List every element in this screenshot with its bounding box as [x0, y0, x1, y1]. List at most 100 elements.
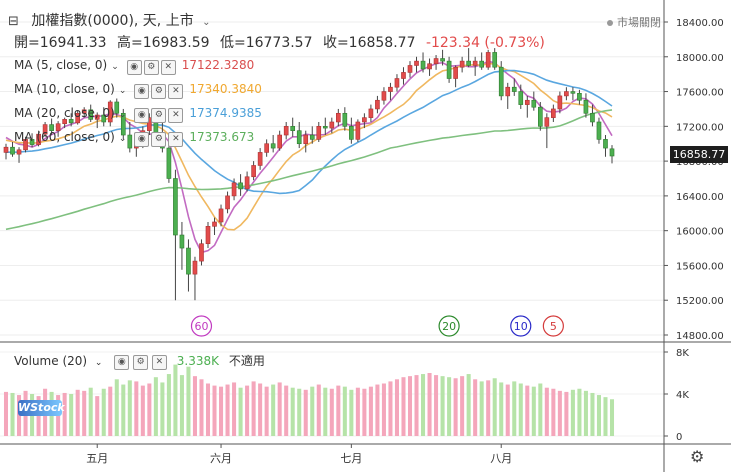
candle-body	[192, 260, 198, 275]
volume-bar	[381, 383, 386, 436]
gear-icon[interactable]: ⚙	[143, 60, 159, 75]
volume-bar	[564, 391, 569, 436]
ma-indicator-label[interactable]: MA (60, close, 0)	[14, 130, 115, 144]
time-tick-label: 八月	[490, 452, 512, 465]
eye-icon[interactable]: ◉	[134, 132, 150, 147]
candle-body	[368, 108, 374, 118]
volume-bar	[284, 385, 289, 436]
volume-bar	[3, 391, 9, 436]
time-tick-label: 五月	[86, 452, 108, 465]
candle-body	[270, 143, 276, 149]
candle-body	[290, 126, 296, 131]
ma-indicator-row[interactable]: MA (60, close, 0) ⌄ ◉ ⚙ ✕ 17373.673	[14, 128, 254, 147]
volume-bar	[153, 377, 158, 436]
candle-body	[349, 126, 354, 140]
volume-bar	[121, 384, 126, 436]
settings-gear-icon[interactable]: ⚙	[690, 447, 705, 466]
close-icon[interactable]: ✕	[168, 84, 184, 99]
candle-body	[173, 178, 178, 236]
price-tick-label: 18400.00	[676, 18, 724, 29]
volume-bar	[297, 388, 302, 436]
candle-body	[453, 66, 458, 79]
volume-bar	[538, 383, 543, 436]
volume-bar	[323, 387, 328, 436]
candle-body	[590, 112, 595, 123]
chevron-down-icon[interactable]: ⌄	[118, 86, 127, 96]
volume-bar	[551, 388, 556, 436]
chart-header[interactable]: ⊟ 加權指數(0000), 天, 上市 ⌄	[8, 10, 211, 30]
ma-indicator-label[interactable]: MA (5, close, 0)	[14, 58, 108, 72]
chevron-down-icon[interactable]: ⌄	[202, 17, 211, 28]
volume-bar	[329, 388, 334, 436]
eye-icon[interactable]: ◉	[114, 355, 130, 370]
candle-body	[381, 91, 387, 101]
candle-body	[440, 58, 445, 62]
ma-indicator-row[interactable]: MA (20, close, 0) ⌄ ◉ ⚙ ✕ 17374.9385	[14, 104, 262, 123]
low-value: 低=16773.57	[219, 35, 313, 51]
volume-bar	[127, 380, 132, 436]
candle-body	[583, 99, 589, 114]
candle-body	[257, 152, 263, 166]
time-tick-label: 七月	[340, 452, 362, 465]
candle-body	[577, 92, 582, 101]
gear-icon[interactable]: ⚙	[151, 84, 167, 99]
candlestick-icon[interactable]: ⊟	[8, 14, 19, 29]
volume-bar	[479, 381, 484, 436]
gear-icon[interactable]: ⚙	[151, 132, 167, 147]
volume-bar	[88, 387, 93, 436]
candle-body	[511, 86, 517, 92]
price-tick-label: 15200.00	[676, 296, 724, 307]
candle-body	[316, 126, 322, 140]
gear-icon[interactable]: ⚙	[151, 108, 167, 123]
volume-legend[interactable]: Volume (20) ⌄ ◉ ⚙ ✕ 3.338K 不適用	[14, 352, 265, 370]
volume-bar	[147, 383, 152, 436]
volume-bar	[95, 396, 100, 436]
ma-indicator-label[interactable]: MA (20, close, 0)	[14, 106, 115, 120]
volume-bar	[362, 388, 367, 436]
chevron-down-icon[interactable]: ⌄	[118, 134, 127, 144]
chevron-down-icon[interactable]: ⌄	[94, 358, 103, 368]
volume-bar	[173, 364, 178, 436]
close-icon[interactable]: ✕	[160, 60, 176, 75]
volume-bar	[199, 379, 204, 436]
candle-body	[49, 124, 54, 131]
wstock-logo: WStock	[18, 400, 65, 416]
eye-icon[interactable]: ◉	[134, 84, 150, 99]
volume-bar	[414, 375, 419, 436]
close-icon[interactable]: ✕	[151, 355, 167, 370]
volume-bar	[531, 386, 536, 436]
symbol-title[interactable]: 加權指數(0000), 天, 上市	[31, 13, 194, 29]
ma-indicator-label[interactable]: MA (10, close, 0)	[14, 82, 115, 96]
chevron-down-icon[interactable]: ⌄	[111, 62, 119, 72]
chevron-down-icon[interactable]: ⌄	[118, 110, 127, 120]
ma-line	[5, 109, 613, 231]
candle-body	[101, 114, 107, 123]
candle-body	[55, 123, 61, 131]
eye-icon[interactable]: ◉	[134, 108, 150, 123]
volume-bar	[303, 389, 308, 436]
volume-label[interactable]: Volume (20)	[14, 354, 88, 368]
candle-body	[179, 234, 185, 249]
close-icon[interactable]: ✕	[168, 132, 184, 147]
candle-body	[492, 52, 498, 68]
ma-indicator-row[interactable]: MA (5, close, 0) ⌄ ◉ ⚙ ✕ 17122.3280	[14, 56, 254, 75]
candle-body	[225, 195, 230, 210]
volume-bar	[225, 384, 230, 436]
candle-body	[427, 63, 432, 70]
candle-body	[68, 119, 74, 124]
ma-indicator-row[interactable]: MA (10, close, 0) ⌄ ◉ ⚙ ✕ 17340.3840	[14, 80, 262, 99]
high-value: 高=16983.59	[116, 35, 210, 51]
candle-body	[10, 146, 15, 155]
gear-icon[interactable]: ⚙	[133, 355, 149, 370]
candle-body	[205, 226, 211, 245]
volume-bar	[212, 385, 217, 436]
candle-body	[94, 114, 100, 120]
close-icon[interactable]: ✕	[168, 108, 184, 123]
volume-bar	[69, 394, 74, 436]
period-marker-label: 5	[550, 320, 557, 333]
volume-bar	[355, 387, 360, 436]
candle-body	[251, 165, 256, 178]
eye-icon[interactable]: ◉	[126, 60, 142, 75]
candle-body	[329, 121, 335, 129]
